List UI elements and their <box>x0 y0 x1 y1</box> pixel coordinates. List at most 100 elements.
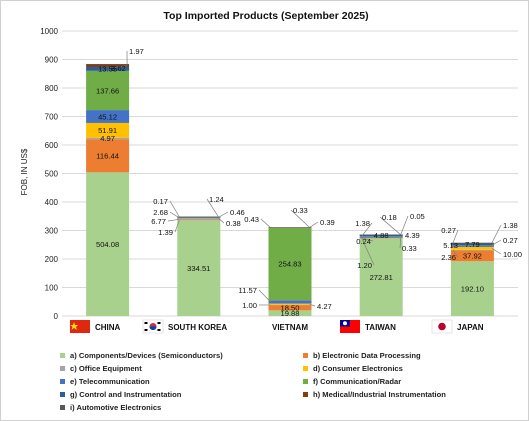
legend-item: i) Automotive Electronics <box>60 403 161 412</box>
data-label: 1.24 <box>209 195 224 204</box>
data-label: 11.57 <box>239 286 257 295</box>
bar-segment <box>177 218 221 221</box>
leader-line <box>218 218 225 224</box>
data-label: 19.88 <box>280 309 299 318</box>
leader-line <box>361 222 373 237</box>
y-tick-label: 500 <box>45 170 59 179</box>
legend-swatch <box>303 392 308 397</box>
category-label: SOUTH KOREA <box>168 323 227 332</box>
leader-line <box>174 220 180 233</box>
data-label: 37.92 <box>463 252 482 261</box>
bar-segment <box>450 243 494 246</box>
data-label: 1.38 <box>355 219 370 228</box>
data-label: 0.05 <box>410 212 425 221</box>
y-tick-label: 1000 <box>40 27 58 36</box>
data-label: 1.00 <box>242 301 257 310</box>
x-axis-categories: CHINA SOUTH KOREA VIETNAM TAIWAN JAPAN <box>70 319 484 334</box>
data-label: 51.91 <box>98 126 117 135</box>
y-tick-label: 100 <box>45 284 59 293</box>
data-label: 2.36 <box>441 253 456 262</box>
vietnam-flag-icon <box>243 320 263 333</box>
bar-segment <box>268 310 312 316</box>
bars <box>86 63 494 316</box>
data-label: 0.39 <box>320 218 335 227</box>
y-tick-label: 800 <box>45 84 59 93</box>
legend-swatch <box>60 379 65 384</box>
data-label: 0.24 <box>356 237 371 246</box>
bar-segment <box>359 234 403 237</box>
leader-line <box>491 239 502 246</box>
legend-item: d) Consumer Electronics <box>303 364 403 373</box>
data-label: 504.08 <box>96 240 119 249</box>
data-label: 4.88 <box>374 231 389 240</box>
leader-line <box>169 200 180 218</box>
data-label: 116.44 <box>96 152 119 161</box>
bar-segment <box>268 305 312 311</box>
y-tick-label: 0 <box>54 312 59 321</box>
leader-line <box>361 237 374 242</box>
legend-label: i) Automotive Electronics <box>70 403 162 412</box>
bar-segment <box>86 63 130 65</box>
y-tick-label: 900 <box>45 56 59 65</box>
data-label: 18.50 <box>280 303 299 312</box>
leader-line <box>167 218 180 222</box>
leader-line <box>379 216 401 235</box>
label-leaders <box>108 50 502 307</box>
y-tick-label: 300 <box>45 227 59 236</box>
data-label: 6.77 <box>151 217 166 226</box>
data-label: 4.97 <box>100 134 115 143</box>
leader-line <box>108 65 128 69</box>
bar-segment <box>359 238 403 316</box>
bar-segment <box>177 220 221 316</box>
taiwan-flag-icon <box>340 320 360 333</box>
leader-line <box>400 234 404 238</box>
leader-line <box>309 221 319 228</box>
data-label: 4.27 <box>317 302 332 311</box>
legend-label: b) Electronic Data Processing <box>313 351 421 360</box>
legend-label: d) Consumer Electronics <box>313 364 403 373</box>
legend-item: c) Office Equipment <box>60 364 142 373</box>
legend-label: g) Control and Instrumentation <box>70 390 182 399</box>
legend-item: a) Components/Devices (Semiconductors) <box>60 351 223 360</box>
legend-label: f) Communication/Radar <box>313 377 402 386</box>
leader-line <box>452 244 461 247</box>
leader-line <box>260 218 271 228</box>
data-label: 0.27 <box>503 236 518 245</box>
leader-line <box>400 215 409 235</box>
data-label: 0.43 <box>244 215 259 224</box>
bar-segment <box>450 249 494 251</box>
data-label: 334.51 <box>187 264 210 273</box>
data-label: 0.33 <box>402 244 417 253</box>
data-label: 45.12 <box>98 112 117 121</box>
legend-label: c) Office Equipment <box>70 364 142 373</box>
leader-line <box>361 237 375 266</box>
data-label: 8.62 <box>111 64 126 73</box>
category-label: TAIWAN <box>365 323 396 332</box>
data-label: 0.46 <box>230 208 245 217</box>
bar-segment <box>86 64 130 67</box>
category-taiwan: TAIWAN <box>340 320 396 333</box>
bar-segment <box>268 300 312 304</box>
legend-swatch <box>60 366 65 371</box>
category-label: VIETNAM <box>272 323 308 332</box>
leader-line <box>491 224 502 244</box>
data-label: 2.68 <box>153 208 168 217</box>
bar-segment <box>450 246 494 250</box>
legend-swatch <box>303 353 308 358</box>
data-label: 1.97 <box>129 47 144 56</box>
data-label: 7.79 <box>465 240 480 249</box>
gridlines <box>62 30 518 317</box>
data-label: 0.33 <box>293 206 308 215</box>
data-label: 0.27 <box>441 226 456 235</box>
bar-segment <box>268 227 312 301</box>
south-korea-flag-icon <box>142 319 164 334</box>
bar-segment <box>86 172 130 316</box>
y-tick-label: 200 <box>45 255 59 264</box>
legend-label: a) Components/Devices (Semiconductors) <box>70 351 223 360</box>
y-tick-label: 600 <box>45 141 59 150</box>
bar-segment <box>450 245 494 247</box>
legend-swatch <box>60 405 65 410</box>
legend-item: b) Electronic Data Processing <box>303 351 421 360</box>
bar-segment <box>450 250 494 262</box>
data-label: 4.39 <box>405 231 420 240</box>
